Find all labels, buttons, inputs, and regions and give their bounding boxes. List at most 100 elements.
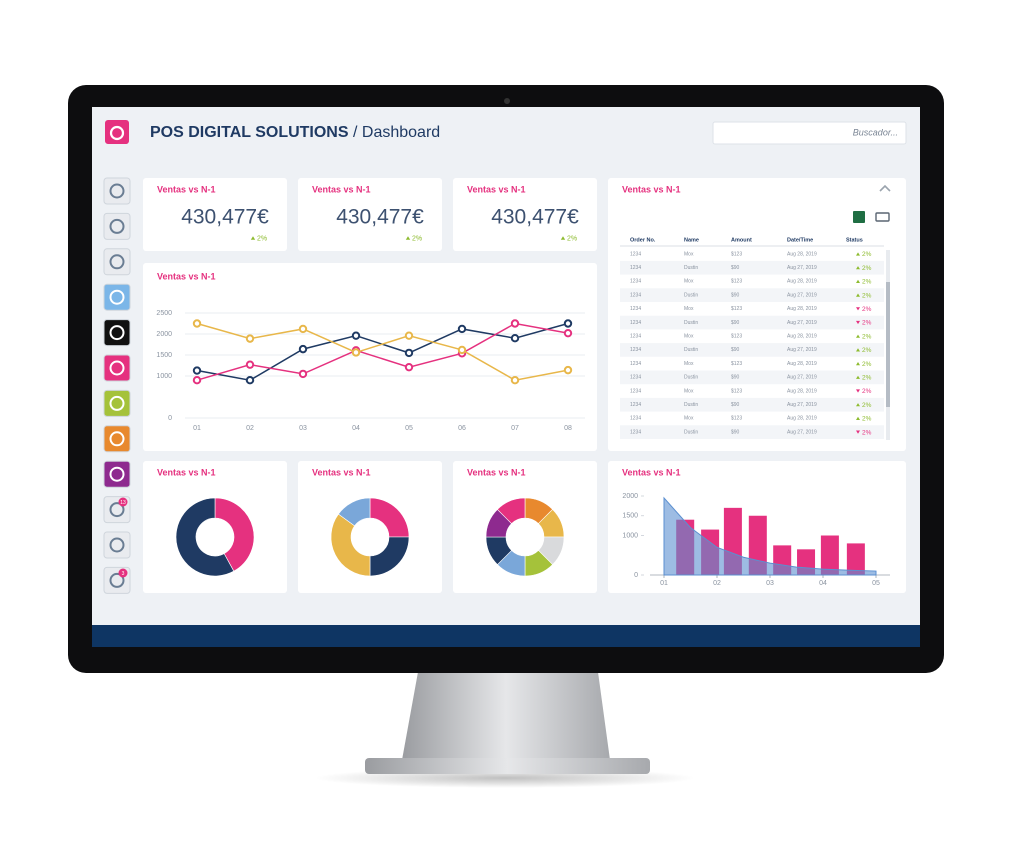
donut-slice <box>175 497 235 577</box>
status: 2% <box>862 402 872 409</box>
nav-glyph <box>109 289 125 305</box>
cell: Aug 27, 2019 <box>787 292 817 298</box>
status: 2% <box>862 416 872 423</box>
app-title: POS DIGITAL SOLUTIONS / Dashboard <box>150 124 440 141</box>
column-header: Amount <box>731 237 752 243</box>
cell: Mox <box>684 416 694 422</box>
point <box>404 331 414 340</box>
nav-icon[interactable] <box>103 389 131 417</box>
status-arrow <box>856 320 860 325</box>
cell: $90 <box>731 429 740 435</box>
status: 2% <box>862 265 872 272</box>
nav-glyph <box>109 466 125 482</box>
cell: 1234 <box>630 251 641 257</box>
kpi-value: 430,477€ <box>181 206 269 229</box>
y-tick-label: 0 <box>634 572 638 579</box>
nav-icon[interactable] <box>103 425 131 453</box>
point <box>298 324 308 334</box>
cell: $90 <box>731 265 740 271</box>
cell: $123 <box>731 334 742 340</box>
point <box>457 324 467 334</box>
logo[interactable] <box>105 120 129 144</box>
brand: POS DIGITAL SOLUTIONS <box>150 124 349 141</box>
nav-icon[interactable] <box>103 283 131 311</box>
collapse-icon[interactable] <box>879 184 891 192</box>
status: 2% <box>862 292 872 299</box>
point <box>192 376 202 385</box>
cell: Aug 27, 2019 <box>787 402 817 408</box>
x-tick-label: 02 <box>713 580 721 587</box>
status: 2% <box>862 333 872 340</box>
kpi-change: 2% <box>412 235 422 242</box>
nav-glyph <box>109 360 125 376</box>
nav-glyph <box>109 218 125 234</box>
status-arrow <box>856 375 860 379</box>
kpi-title: Ventas vs N-1 <box>157 184 216 194</box>
cell: Mox <box>684 361 694 367</box>
footer-bar <box>92 625 920 647</box>
table-title: Ventas vs N-1 <box>622 184 681 194</box>
cell: 1234 <box>630 429 641 435</box>
y-tick-label: 0 <box>168 415 172 422</box>
point <box>457 345 467 355</box>
cell: Dustin <box>684 402 698 408</box>
cell: Dustin <box>684 265 698 271</box>
page-name: Dashboard <box>362 124 440 141</box>
excel-icon[interactable] <box>853 211 865 223</box>
status-arrow <box>856 307 860 311</box>
status-arrow <box>856 252 860 256</box>
cell: Aug 28, 2019 <box>787 306 817 312</box>
nav-icon[interactable] <box>103 212 131 240</box>
print-icon[interactable] <box>875 212 890 222</box>
nav-icon[interactable] <box>103 531 131 559</box>
nav-icon[interactable] <box>103 177 131 205</box>
cell: Aug 27, 2019 <box>787 429 817 435</box>
kpi-value: 430,477€ <box>491 206 579 229</box>
cell: Mox <box>684 388 694 394</box>
cell: Dustin <box>684 375 698 381</box>
badge-count: 13 <box>120 500 126 506</box>
chart-title: Ventas vs N-1 <box>312 467 371 477</box>
search-box[interactable] <box>712 121 907 145</box>
cell: 1234 <box>630 361 641 367</box>
cell: 1234 <box>630 375 641 381</box>
column-header: Status <box>846 237 863 243</box>
cell: $90 <box>731 292 740 298</box>
y-tick-label: 2000 <box>622 493 638 500</box>
stand <box>402 672 610 760</box>
scroll-thumb[interactable] <box>886 282 890 407</box>
kpi-card <box>143 178 287 251</box>
cell: Aug 27, 2019 <box>787 265 817 271</box>
cell: Dustin <box>684 347 698 353</box>
y-tick-label: 2500 <box>156 310 172 317</box>
bar <box>846 543 865 575</box>
separator: / <box>353 124 358 141</box>
donut-slice <box>338 497 371 527</box>
cell: 1234 <box>630 416 641 422</box>
kpi-title: Ventas vs N-1 <box>467 184 526 194</box>
kpi-value: 430,477€ <box>336 206 424 229</box>
line-series <box>196 322 569 381</box>
chart-title: Ventas vs N-1 <box>157 467 216 477</box>
y-tick-label: 1000 <box>622 532 638 539</box>
row-stripe <box>620 343 884 357</box>
cell: Aug 27, 2019 <box>787 375 817 381</box>
status-arrow <box>856 403 860 407</box>
nav-icon[interactable] <box>103 460 131 488</box>
cell: $90 <box>731 320 740 326</box>
area <box>663 496 877 576</box>
nav-icon[interactable] <box>103 319 131 347</box>
cell: Aug 28, 2019 <box>787 388 817 394</box>
cell: $123 <box>731 251 742 257</box>
status: 2% <box>862 361 872 368</box>
point <box>245 334 255 343</box>
nav-icon[interactable] <box>103 248 131 276</box>
stand-base <box>365 758 650 774</box>
camera <box>504 98 510 104</box>
column-header: Order No. <box>630 237 656 243</box>
point <box>245 376 255 385</box>
cell: $123 <box>731 416 742 422</box>
nav-icon[interactable] <box>103 354 131 382</box>
status-arrow <box>856 293 860 297</box>
